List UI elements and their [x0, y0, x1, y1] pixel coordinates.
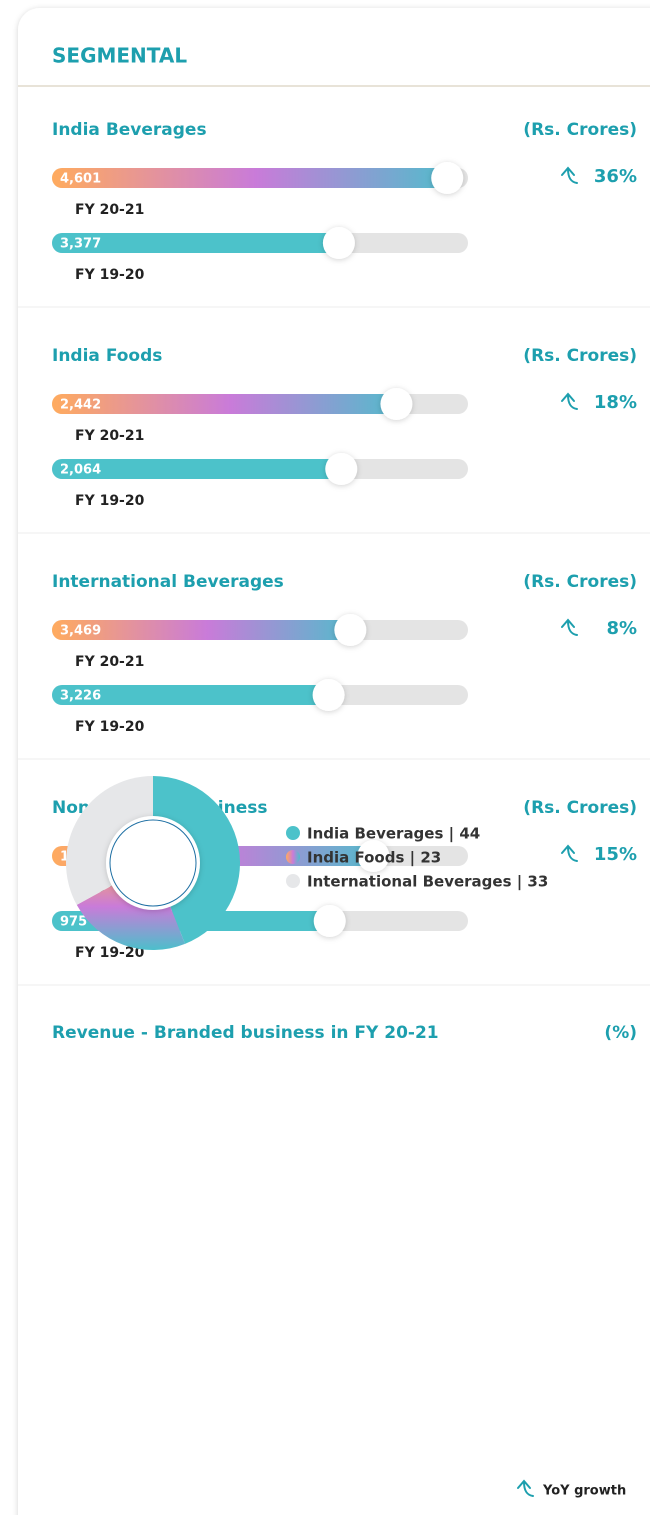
category-label: FY 19-20 — [75, 267, 145, 283]
legend-label: International Beverages | 33 — [307, 873, 548, 892]
growth-label: 15% — [594, 844, 637, 865]
segment-title: International Beverages — [52, 572, 284, 592]
bar-knob — [313, 905, 346, 937]
bar-knob — [357, 840, 390, 872]
bar-knob — [312, 679, 345, 711]
value-label: 4,601 — [60, 172, 101, 187]
value-label: 2,064 — [60, 463, 101, 478]
unit-label: (Rs. Crores) — [523, 120, 637, 140]
category-label: FY 20-21 — [75, 654, 144, 670]
bar — [52, 233, 351, 253]
segment-title: India Foods — [52, 346, 162, 366]
category-label: FY 20-21 — [75, 428, 144, 444]
header-title: SEGMENTAL — [52, 44, 187, 68]
bar — [52, 685, 341, 705]
bar-knob — [325, 453, 358, 485]
bar-knob — [334, 614, 367, 646]
unit-label: (Rs. Crores) — [523, 798, 637, 818]
category-label: FY 19-20 — [75, 945, 145, 961]
donut-ring — [109, 819, 197, 907]
unit-label: (Rs. Crores) — [523, 572, 637, 592]
legend-swatch — [286, 850, 300, 864]
footer-legend: YoY growth — [542, 1484, 626, 1499]
bar — [52, 459, 354, 479]
bar-knob — [380, 388, 413, 420]
pie-title: Revenue - Branded business in FY 20-21 — [52, 1023, 439, 1043]
card — [18, 8, 650, 1515]
value-label: 3,469 — [60, 624, 101, 639]
category-label: FY 19-20 — [75, 719, 145, 735]
value-label: 3,377 — [60, 237, 101, 252]
donut-hole — [106, 816, 200, 910]
unit-label: (Rs. Crores) — [523, 346, 637, 366]
category-label: FY 19-20 — [75, 493, 145, 509]
growth-label: 8% — [606, 618, 637, 639]
value-label: 975 — [60, 915, 87, 930]
value-label: 3,226 — [60, 689, 101, 704]
bar-knob — [431, 162, 464, 194]
segment-title: India Beverages — [52, 120, 207, 140]
legend-label: India Foods | 23 — [307, 849, 441, 868]
unit-label: (%) — [604, 1023, 637, 1043]
legend-swatch — [286, 826, 300, 840]
growth-label: 18% — [594, 392, 637, 413]
legend-label: India Beverages | 44 — [307, 825, 480, 844]
value-label: 2,442 — [60, 398, 101, 413]
bar — [52, 168, 460, 188]
growth-label: 36% — [594, 166, 637, 187]
bar — [52, 394, 409, 414]
legend-swatch — [286, 874, 300, 888]
bar-knob — [322, 227, 355, 259]
category-label: FY 20-21 — [75, 202, 144, 218]
bar — [52, 620, 363, 640]
